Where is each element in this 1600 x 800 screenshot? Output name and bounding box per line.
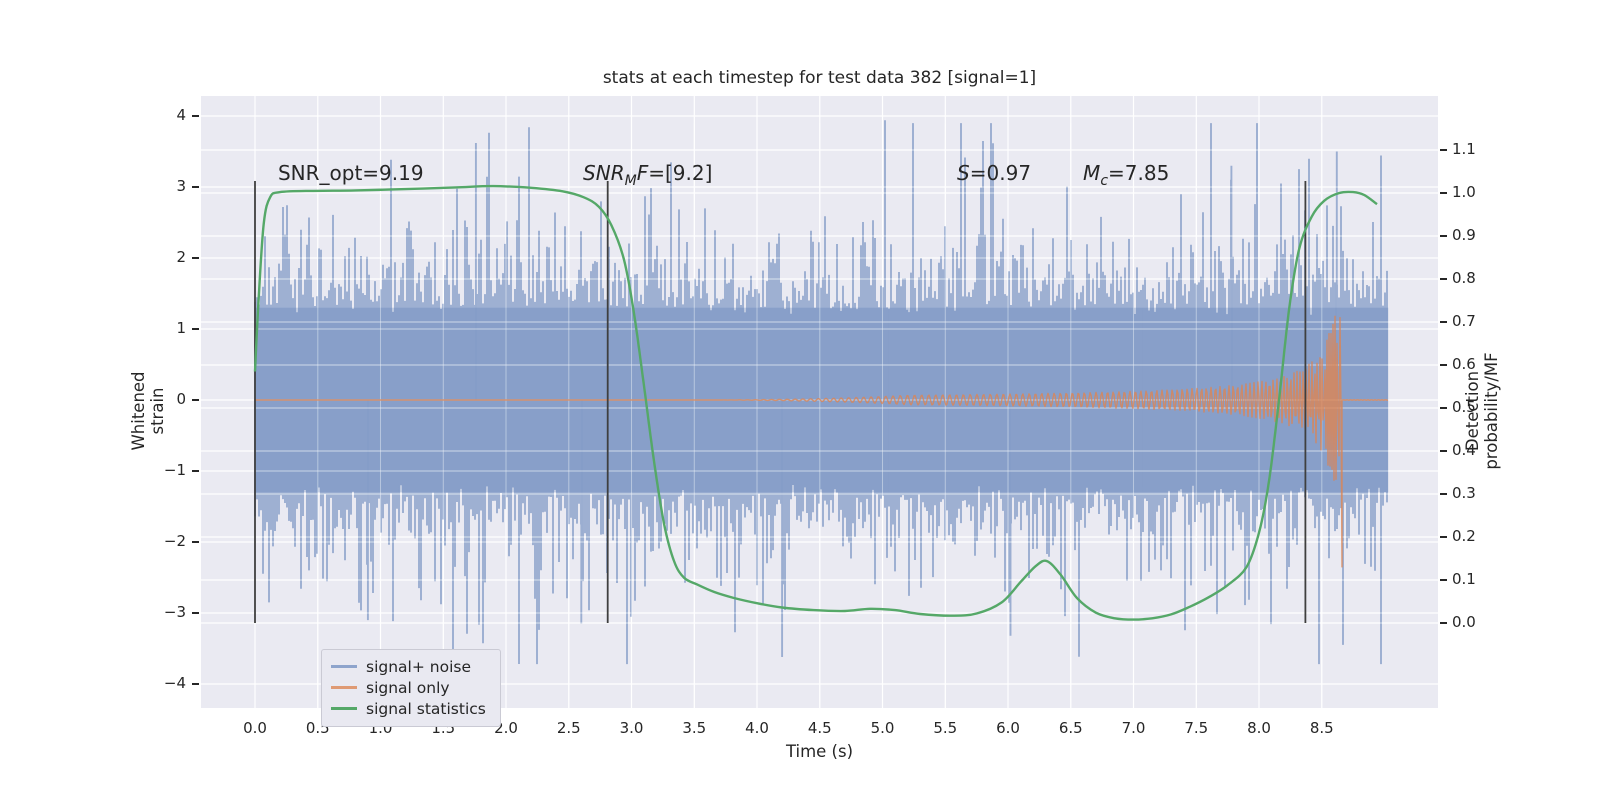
y-right-tick-mark (1440, 622, 1447, 624)
y-right-tick-label: 1.0 (1452, 183, 1476, 201)
y-right-tick-mark (1440, 450, 1447, 452)
x-tick-label: 8.0 (1247, 719, 1271, 737)
y-right-tick-mark (1440, 407, 1447, 409)
legend-item: signal statistics (331, 698, 486, 719)
y-left-tick-mark (192, 612, 199, 614)
y-right-tick-label: 0.8 (1452, 269, 1476, 287)
y-right-tick-label: 0.1 (1452, 570, 1476, 588)
legend: signal+ noise signal only signal statist… (321, 649, 501, 727)
y-right-tick-label: 0.2 (1452, 527, 1476, 545)
annotation-chirp-mass: Mc=7.85 (1083, 161, 1170, 189)
y-right-tick-label: 0.6 (1452, 355, 1476, 373)
y-right-tick-mark (1440, 536, 1447, 538)
legend-line-signal-only (331, 686, 357, 689)
x-tick-label: 4.0 (745, 719, 769, 737)
y-axis-label-left: Whitened strain (129, 371, 167, 451)
y-left-tick-mark (192, 328, 199, 330)
y-right-tick-label: 0.5 (1452, 398, 1476, 416)
legend-line-signal-noise (331, 665, 357, 668)
y-left-tick-mark (192, 257, 199, 259)
x-tick-label: 8.5 (1309, 719, 1334, 737)
y-left-tick-label: −1 (163, 461, 186, 479)
y-left-tick-label: −3 (163, 603, 186, 621)
y-left-tick-mark (192, 399, 199, 401)
y-right-tick-label: 0.0 (1452, 613, 1476, 631)
x-tick-label: 2.5 (556, 719, 581, 737)
x-tick-label: 3.0 (619, 719, 644, 737)
x-tick-label: 3.5 (682, 719, 707, 737)
y-left-tick-mark (192, 115, 199, 117)
annotation-s-statistic: S=0.97 (957, 161, 1032, 185)
y-left-tick-mark (192, 683, 199, 685)
x-tick-label: 5.5 (933, 719, 958, 737)
x-tick-label: 6.5 (1058, 719, 1083, 737)
y-right-tick-label: 0.4 (1452, 441, 1476, 459)
y-left-tick-label: 0 (176, 390, 186, 408)
annotation-snr-mf: SNRMF=[9.2] (583, 161, 713, 189)
y-right-tick-label: 1.1 (1452, 140, 1476, 158)
y-right-tick-mark (1440, 321, 1447, 323)
x-tick-label: 4.5 (807, 719, 832, 737)
plot-area (201, 96, 1438, 708)
y-right-tick-mark (1440, 149, 1447, 151)
y-left-tick-mark (192, 541, 199, 543)
y-right-tick-mark (1440, 278, 1447, 280)
y-right-tick-label: 0.7 (1452, 312, 1476, 330)
x-tick-label: 7.0 (1121, 719, 1146, 737)
x-axis-label: Time (s) (785, 742, 854, 761)
y-right-tick-mark (1440, 579, 1447, 581)
y-left-tick-label: 2 (176, 248, 186, 266)
y-left-tick-label: 3 (176, 177, 186, 195)
y-right-tick-label: 0.3 (1452, 484, 1476, 502)
x-tick-label: 6.0 (996, 719, 1020, 737)
x-tick-label: 7.5 (1184, 719, 1209, 737)
x-tick-label: 0.0 (243, 719, 267, 737)
chart-canvas (201, 96, 1438, 708)
y-left-tick-label: 1 (176, 319, 186, 337)
legend-item: signal only (331, 677, 486, 698)
y-left-tick-mark (192, 186, 199, 188)
annotation-snr-opt: SNR_opt=9.19 (277, 161, 424, 185)
y-right-tick-mark (1440, 364, 1447, 366)
y-left-tick-label: 4 (176, 106, 186, 124)
x-tick-label: 5.0 (870, 719, 895, 737)
y-left-tick-mark (192, 470, 199, 472)
legend-line-signal-statistics (331, 707, 357, 710)
y-right-tick-mark (1440, 192, 1447, 194)
legend-item: signal+ noise (331, 656, 486, 677)
y-left-tick-label: −4 (163, 674, 186, 692)
y-right-tick-mark (1440, 493, 1447, 495)
y-left-tick-label: −2 (163, 532, 186, 550)
y-right-tick-label: 0.9 (1452, 226, 1476, 244)
chart-title: stats at each timestep for test data 382… (602, 68, 1037, 88)
y-right-tick-mark (1440, 235, 1447, 237)
